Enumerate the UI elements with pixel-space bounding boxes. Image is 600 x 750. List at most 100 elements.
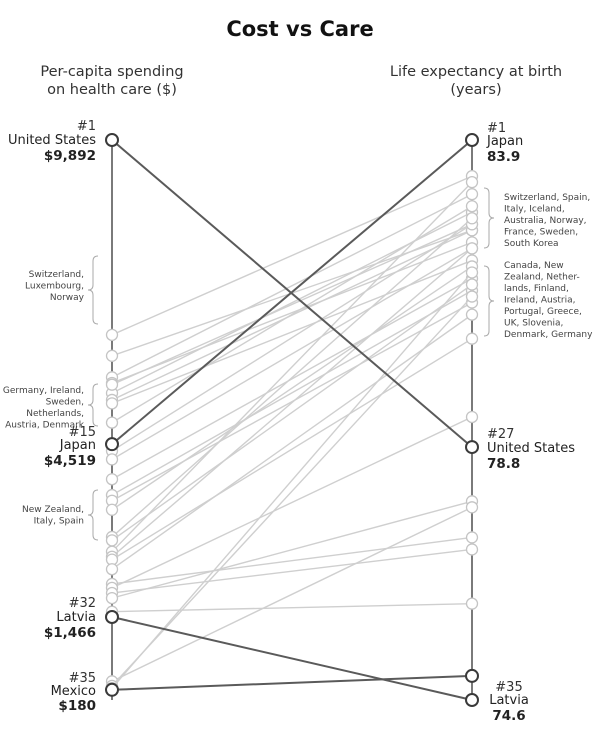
mexico-left-value: $180 bbox=[58, 698, 96, 714]
other-country-line bbox=[111, 247, 473, 461]
right-group-text: South Korea bbox=[504, 239, 559, 249]
other-country-right-point bbox=[465, 410, 479, 424]
highlighted-countries-layer bbox=[105, 133, 479, 707]
united-states-left-point bbox=[105, 133, 119, 147]
other-country-right-point bbox=[465, 278, 479, 291]
right-group-text: Australia, Norway, bbox=[504, 216, 587, 226]
right-group-text: Italy, Iceland, bbox=[504, 205, 565, 215]
other-country-line bbox=[111, 548, 473, 594]
other-country-line bbox=[111, 217, 473, 538]
other-country-line bbox=[111, 223, 473, 452]
united-states-right-rank: #27 bbox=[487, 427, 514, 442]
other-country-line bbox=[111, 283, 473, 541]
other-country-right-point bbox=[465, 290, 479, 303]
united-states-right-name: United States bbox=[487, 441, 575, 456]
right-group-text: Switzerland, Spain, bbox=[504, 193, 590, 203]
other-country-right-point bbox=[465, 597, 479, 610]
mexico-line bbox=[111, 674, 473, 691]
other-country-line bbox=[111, 296, 473, 687]
other-country-line bbox=[111, 272, 473, 689]
right-group-text: lands, Finland, bbox=[504, 284, 569, 294]
right-axis-label-line1: Life expectancy at birth bbox=[390, 64, 562, 80]
other-country-left-point bbox=[105, 473, 119, 486]
other-country-right-point bbox=[465, 212, 479, 225]
other-country-right-point bbox=[465, 176, 479, 189]
japan-left-rank: #15 bbox=[69, 425, 96, 440]
left-group-text: Norway bbox=[50, 293, 85, 303]
other-country-left-point bbox=[105, 563, 119, 576]
chart-title: Cost vs Care bbox=[226, 17, 373, 41]
mexico-left-rank: #35 bbox=[69, 671, 96, 686]
other-country-right-point bbox=[465, 531, 479, 544]
left-group-text: Austria, Denmark bbox=[5, 421, 85, 431]
united-states-left-rank: #1 bbox=[77, 119, 96, 134]
latvia-line bbox=[111, 616, 473, 701]
right-group-text: France, Sweden, bbox=[504, 228, 578, 238]
other-country-right-point bbox=[465, 200, 479, 213]
right-axis-label-line2: (years) bbox=[450, 82, 501, 98]
other-country-line bbox=[111, 265, 473, 511]
united-states-left-name: United States bbox=[8, 133, 96, 148]
united-states-right-value: 78.8 bbox=[487, 456, 520, 472]
left-group-text: Luxembourg, bbox=[25, 282, 84, 292]
right-group-text: Ireland, Austria, bbox=[504, 296, 576, 306]
japan-right-value: 83.9 bbox=[487, 149, 520, 165]
latvia-left-value: $1,466 bbox=[44, 625, 96, 641]
other-country-line bbox=[111, 175, 473, 336]
latvia-left-point bbox=[105, 610, 119, 625]
japan-left-name: Japan bbox=[59, 438, 96, 453]
other-country-left-point bbox=[105, 397, 119, 410]
mexico-left-point bbox=[105, 682, 119, 697]
other-country-line bbox=[111, 289, 473, 496]
other-country-line bbox=[111, 416, 473, 589]
united-states-left-value: $9,892 bbox=[44, 148, 96, 164]
other-country-right-point bbox=[465, 242, 479, 255]
right-group-text: Portugal, Greece, bbox=[504, 307, 582, 317]
other-country-line bbox=[111, 193, 473, 378]
other-country-right-point bbox=[465, 543, 479, 556]
right-group-text: UK, Slovenia, bbox=[504, 319, 563, 329]
latvia-right-point bbox=[465, 693, 479, 707]
other-country-line bbox=[111, 314, 473, 570]
japan-right-name: Japan bbox=[486, 134, 523, 149]
latvia-right-value: 74.6 bbox=[492, 708, 525, 724]
latvia-left-name: Latvia bbox=[56, 610, 96, 625]
left-group-text: Sweden, bbox=[46, 398, 84, 408]
other-country-line bbox=[111, 223, 473, 386]
left-group-text: Switzerland, bbox=[29, 270, 84, 280]
latvia-right-rank: #35 bbox=[495, 680, 522, 695]
united-states-line bbox=[111, 139, 473, 448]
other-country-line bbox=[111, 301, 473, 502]
japan-left-point bbox=[105, 437, 119, 452]
other-country-line bbox=[111, 506, 473, 682]
japan-right-point bbox=[465, 133, 479, 147]
other-countries-layer bbox=[105, 169, 479, 695]
united-states-right-point bbox=[465, 440, 479, 455]
other-country-left-point bbox=[105, 591, 119, 605]
left-group-brace bbox=[87, 383, 99, 427]
other-country-line bbox=[111, 277, 473, 480]
other-country-left-point bbox=[105, 503, 119, 516]
other-country-left-point bbox=[105, 416, 119, 429]
left-axis-label-line2: on health care ($) bbox=[47, 82, 177, 98]
other-country-right-point bbox=[465, 501, 479, 514]
other-country-line bbox=[111, 181, 473, 553]
other-country-right-point bbox=[465, 332, 479, 345]
mexico-left-name: Mexico bbox=[51, 684, 96, 699]
right-group-brace bbox=[483, 187, 495, 249]
other-country-line bbox=[111, 602, 473, 613]
other-country-left-point bbox=[105, 328, 119, 342]
latvia-left-rank: #32 bbox=[69, 596, 96, 611]
other-country-left-point bbox=[105, 378, 119, 391]
right-group-brace bbox=[483, 265, 495, 337]
japan-left-value: $4,519 bbox=[44, 453, 96, 469]
left-group-brace bbox=[87, 489, 99, 541]
other-country-right-point bbox=[465, 266, 479, 279]
other-country-left-point bbox=[105, 534, 119, 547]
other-country-line bbox=[111, 536, 473, 585]
left-group-text: New Zealand, bbox=[22, 505, 84, 515]
japan-right-rank: #1 bbox=[487, 121, 506, 136]
other-country-left-point bbox=[105, 349, 119, 362]
other-country-line bbox=[111, 338, 473, 561]
other-country-line bbox=[111, 247, 473, 558]
